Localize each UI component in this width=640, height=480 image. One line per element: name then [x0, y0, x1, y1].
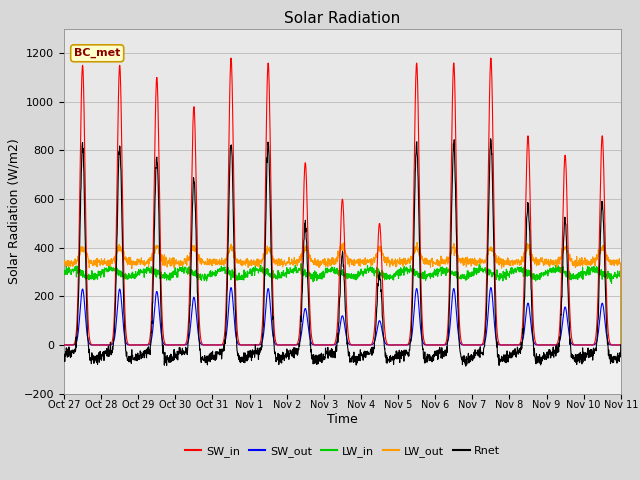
Text: BC_met: BC_met [74, 48, 120, 59]
Title: Solar Radiation: Solar Radiation [284, 11, 401, 26]
SW_out [60, 342, 68, 348]
Line: LW_out: LW_out [64, 242, 621, 345]
SW_out [617, 342, 625, 348]
Y-axis label: Solar Radiation (W/m2): Solar Radiation (W/m2) [8, 138, 21, 284]
LW_out [584, 260, 591, 266]
LW_in [216, 266, 223, 272]
SW_out [568, 341, 575, 347]
LW_in [297, 261, 305, 266]
SW_in [504, 342, 512, 348]
SW_in [60, 342, 68, 348]
SW_out [584, 342, 591, 348]
LW_in [584, 271, 591, 276]
LW_in [371, 270, 379, 276]
Rnet [462, 363, 470, 369]
Legend: SW_in, SW_out, LW_in, LW_out, Rnet: SW_in, SW_out, LW_in, LW_out, Rnet [180, 441, 504, 461]
Rnet [60, 353, 68, 359]
SW_in [487, 55, 495, 61]
LW_out [617, 342, 625, 348]
Bar [64, 29, 621, 248]
SW_in [617, 342, 625, 348]
X-axis label: Time: Time [327, 413, 358, 426]
LW_out [371, 260, 378, 265]
LW_out [216, 257, 223, 263]
Rnet [568, 352, 576, 358]
Line: LW_in: LW_in [64, 264, 621, 346]
LW_in [60, 270, 68, 276]
SW_in [584, 342, 591, 348]
SW_out [216, 342, 223, 348]
Line: SW_in: SW_in [64, 58, 621, 345]
SW_out [358, 342, 366, 348]
SW_in [371, 325, 378, 331]
LW_out [413, 240, 421, 245]
LW_out [568, 256, 575, 262]
SW_in [568, 336, 575, 342]
LW_in [359, 272, 367, 277]
LW_in [504, 273, 512, 278]
Rnet [358, 352, 366, 358]
SW_out [487, 285, 495, 290]
SW_out [371, 339, 378, 345]
Rnet [487, 136, 495, 142]
Rnet [371, 339, 378, 345]
SW_in [358, 342, 366, 348]
Line: SW_out: SW_out [64, 288, 621, 345]
Line: Rnet: Rnet [64, 139, 621, 366]
LW_in [568, 274, 575, 279]
SW_out [504, 342, 512, 348]
Rnet [584, 348, 591, 354]
LW_out [358, 261, 366, 266]
Rnet [505, 352, 513, 358]
Rnet [216, 349, 223, 355]
LW_out [504, 262, 512, 267]
LW_in [617, 343, 625, 349]
Rnet [617, 342, 625, 348]
SW_in [216, 342, 223, 348]
LW_out [60, 258, 68, 264]
